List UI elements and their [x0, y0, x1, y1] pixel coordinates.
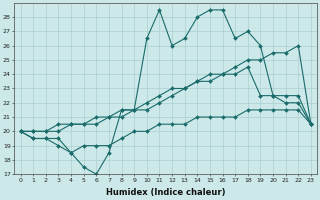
X-axis label: Humidex (Indice chaleur): Humidex (Indice chaleur): [106, 188, 226, 197]
